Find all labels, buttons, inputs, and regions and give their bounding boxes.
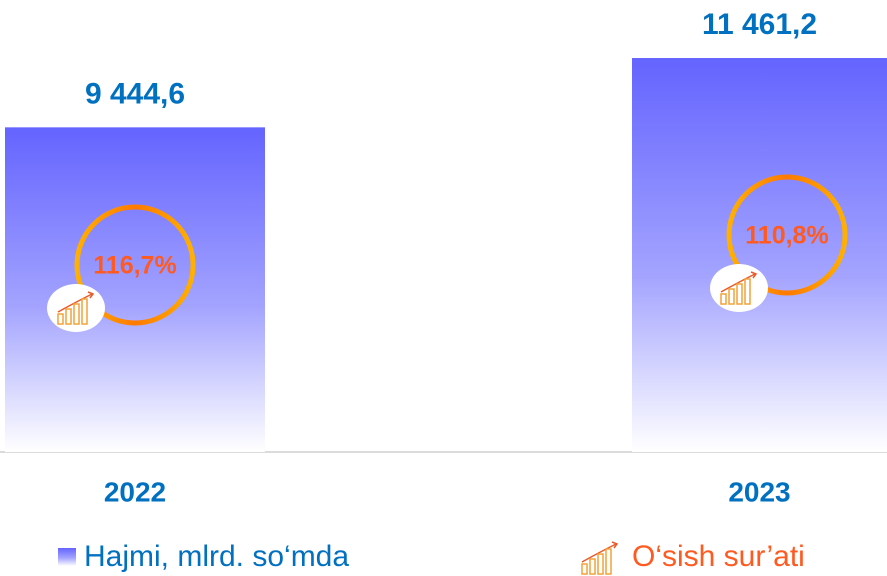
growth-ring (74, 204, 196, 326)
x-tick-label: 2022 (104, 476, 166, 507)
growth-label: 110,8% (745, 222, 828, 250)
value-label: 11 461,2 (702, 8, 817, 41)
icon-badge (47, 284, 105, 332)
legend-icon (581, 541, 618, 575)
legend-label: O‘sish sur’ati (632, 540, 805, 573)
legend-swatch (58, 548, 76, 566)
bar (5, 127, 265, 453)
legend-label: Hajmi, mlrd. so‘mda (84, 540, 349, 573)
bar (632, 58, 887, 453)
x-tick-label: 2023 (728, 476, 790, 507)
growth-label: 116,7% (93, 252, 176, 280)
growth-ring (726, 174, 848, 296)
icon-badge (710, 264, 768, 312)
value-label: 9 444,6 (85, 77, 185, 110)
